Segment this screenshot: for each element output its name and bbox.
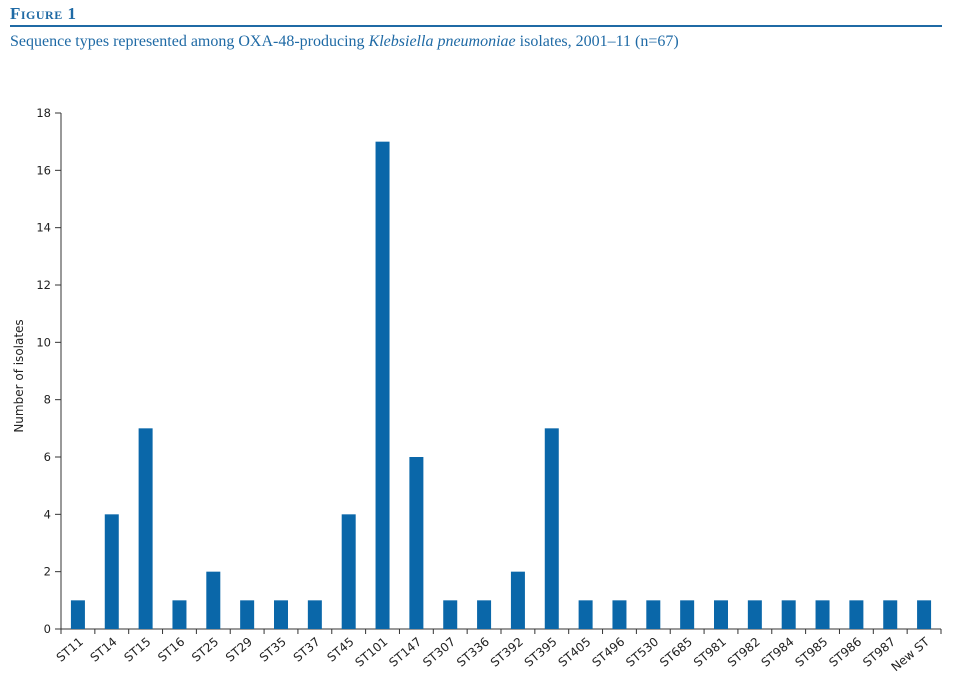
y-tick-label: 8	[44, 393, 51, 407]
bar-st25	[206, 571, 221, 629]
bar-st37	[307, 600, 322, 629]
bar-st45	[341, 514, 356, 629]
y-tick-label: 14	[36, 221, 51, 235]
x-tick-label: ST685	[657, 635, 695, 670]
y-tick-label: 12	[36, 278, 51, 292]
x-tick-label: New ST	[889, 634, 933, 674]
figure-divider	[10, 25, 942, 27]
bar-st392	[510, 571, 525, 629]
figure-caption: Sequence types represented among OXA-48-…	[10, 33, 942, 51]
x-tick-label: ST530	[623, 635, 661, 670]
y-tick-label: 4	[44, 507, 51, 521]
y-axis-title: Number of isolates	[12, 319, 26, 432]
bar-st982	[747, 600, 762, 629]
bar-st29	[240, 600, 255, 629]
y-tick-label: 0	[44, 622, 51, 636]
y-axis: 0 2 4 6 8 10 12 14 16 18	[36, 106, 62, 636]
x-tick-label: ST336	[454, 635, 492, 670]
bar-st16	[172, 600, 187, 629]
y-tick-label: 2	[44, 565, 51, 579]
bar-st981	[714, 600, 728, 629]
bar-st984	[781, 600, 796, 629]
x-tick-label: ST307	[420, 635, 458, 670]
bar-st14	[104, 514, 119, 629]
x-tick-label: ST985	[792, 635, 830, 670]
y-tick-label: 6	[44, 450, 51, 464]
y-tick-label: 16	[36, 163, 51, 177]
x-tick-label: ST395	[522, 635, 560, 670]
bar-st685	[680, 600, 695, 629]
bar-st530	[646, 600, 661, 629]
bar-st35	[274, 600, 288, 629]
x-tick-label: ST35	[257, 635, 289, 665]
bar-st405	[578, 600, 593, 629]
x-tick-label: ST25	[189, 635, 221, 665]
x-tick-label: ST37	[291, 635, 323, 665]
bar-st987	[883, 600, 898, 629]
x-tick-label: ST147	[386, 635, 424, 670]
x-tick-label: ST16	[155, 635, 187, 665]
bar-st985	[815, 600, 830, 629]
bar-st496	[612, 600, 627, 629]
x-tick-label: ST15	[121, 635, 153, 665]
x-tick-label: ST984	[759, 635, 797, 670]
bar-st395	[544, 428, 559, 629]
bar-st336	[477, 600, 492, 629]
bar-st101	[375, 141, 390, 629]
x-tick-label: ST981	[691, 635, 729, 670]
bar-new-st	[917, 600, 932, 629]
x-tick-label: ST405	[556, 635, 594, 670]
figure-header: Figure 1 Sequence types represented amon…	[10, 4, 942, 51]
y-tick-label: 10	[36, 335, 51, 349]
bars	[70, 141, 932, 629]
x-tick-label: ST14	[88, 635, 120, 665]
x-tick-label: ST29	[223, 635, 255, 665]
x-axis: ST11 ST14 ST15 ST16 ST25 ST29 ST35 ST37 ST45ST10…	[54, 628, 942, 674]
y-tick-label: 18	[36, 106, 51, 120]
figure-label: Figure 1	[10, 4, 77, 23]
bar-st15	[138, 428, 153, 629]
x-tick-label: ST986	[826, 635, 864, 670]
caption-species-name: Klebsiella pneumoniae	[368, 33, 516, 50]
x-tick-label: ST45	[324, 635, 356, 665]
bar-st307	[443, 600, 458, 629]
bar-st986	[849, 600, 864, 629]
x-tick-label: ST982	[725, 635, 763, 670]
x-tick-label: ST496	[589, 635, 627, 670]
bar-st11	[70, 600, 85, 629]
caption-text-before: Sequence types represented among OXA-48-…	[10, 33, 369, 50]
bar-st147	[409, 457, 424, 629]
x-tick-label: ST101	[352, 635, 390, 670]
x-tick-label: ST11	[54, 635, 86, 665]
caption-text-after: isolates, 2001–11 (n=67)	[515, 33, 679, 50]
x-tick-label: ST392	[488, 635, 526, 670]
